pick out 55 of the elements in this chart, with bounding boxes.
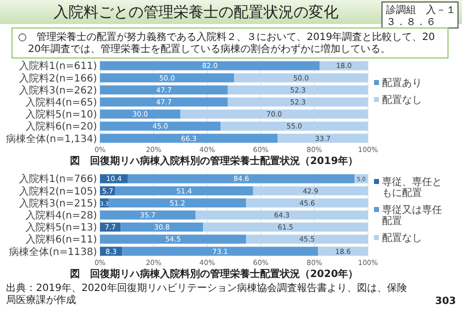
y-tick-label: 入院料1(n=611) bbox=[19, 60, 98, 72]
bar bbox=[115, 186, 254, 196]
bar bbox=[100, 110, 180, 119]
bar bbox=[100, 234, 246, 244]
bar bbox=[228, 97, 368, 107]
bar bbox=[108, 198, 246, 208]
source-note: 出典：2019年、2020年回復期リハビリテーション病棟協会調査報告書より、図は、保険局医療課が作成 bbox=[6, 282, 407, 306]
bar bbox=[180, 110, 368, 119]
bar bbox=[203, 222, 368, 232]
bar bbox=[320, 61, 368, 70]
bar bbox=[100, 85, 228, 94]
bar bbox=[253, 186, 368, 196]
bar bbox=[228, 85, 368, 94]
y-tick-label: 入院料3(n=262) bbox=[19, 84, 98, 96]
bar bbox=[278, 134, 368, 143]
bar bbox=[100, 174, 128, 184]
y-tick-label: 入院料4(n=28) bbox=[25, 210, 98, 222]
bar bbox=[100, 134, 278, 143]
legend-label: 専従又は専任配置 bbox=[382, 204, 442, 227]
y-tick-label: 入院料5(n=13) bbox=[25, 222, 98, 234]
y-tick-label: 病棟全体(n=1,134) bbox=[6, 132, 98, 145]
y-tick-label: 入院料3(n=215) bbox=[19, 197, 98, 210]
bar bbox=[100, 210, 196, 220]
y-tick-label: 入院料2(n=166) bbox=[19, 72, 98, 84]
bar bbox=[100, 73, 234, 82]
text: ○ 管理栄養士の配置が努力義務である入院料２、３において、2019年調査と比較して、2020年調査では、管理栄養士を配置している病棟の割合がわずかに増加している。 bbox=[18, 31, 435, 55]
y-tick-label: 入院料1(n=766) bbox=[19, 173, 98, 186]
text: 303 bbox=[435, 296, 456, 307]
y-tick-label: 入院料5(n=10) bbox=[25, 108, 98, 121]
text: ３．８．６ bbox=[386, 17, 436, 28]
bar bbox=[220, 122, 368, 131]
y-tick-label: 入院料2(n=105) bbox=[19, 185, 98, 198]
bar bbox=[318, 246, 368, 256]
y-tick-label: 入院料4(n=65) bbox=[25, 96, 98, 108]
bar bbox=[128, 174, 355, 184]
bar bbox=[100, 97, 228, 107]
legend-label: 配置なし bbox=[382, 232, 422, 244]
text: 図 回復期リハ病棟入院料別の管理栄養士配置状況（2020年） bbox=[70, 268, 358, 280]
y-tick-label: 入院料6(n=11) bbox=[25, 234, 98, 246]
text: 診調組 入－１ bbox=[386, 4, 456, 16]
bar bbox=[120, 222, 204, 232]
legend-label: 専従、専任ともに配置 bbox=[382, 176, 442, 199]
bar bbox=[122, 246, 318, 256]
bar bbox=[246, 234, 368, 244]
bar bbox=[100, 122, 221, 131]
y-tick-label: 病棟全体(n=1138) bbox=[9, 246, 98, 258]
legend-label: 配置あり bbox=[382, 77, 422, 89]
bar bbox=[234, 73, 368, 82]
legend-label: 配置なし bbox=[382, 94, 422, 106]
bar bbox=[246, 198, 368, 208]
y-tick-label: 入院料6(n=20) bbox=[25, 120, 98, 133]
bar bbox=[196, 210, 368, 220]
chart-title: 入院料ごとの管理栄養士の配置状況の変化 bbox=[54, 3, 338, 21]
bar bbox=[100, 61, 320, 70]
text: 図 回復期リハ病棟入院料別の管理栄養士配置状況（2019年） bbox=[70, 155, 358, 167]
